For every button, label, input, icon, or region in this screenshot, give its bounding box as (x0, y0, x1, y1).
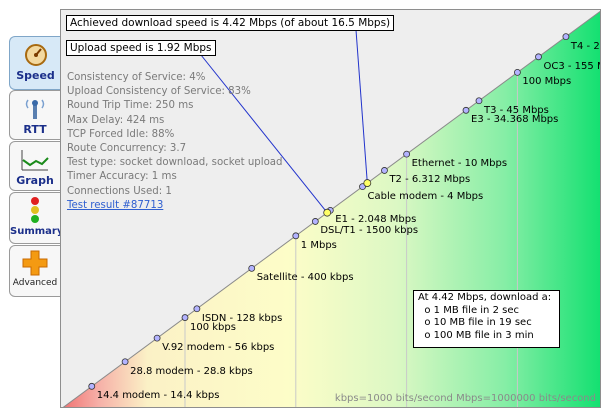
speed-chart-panel: Consistency of Service: 4% Upload Consist… (60, 9, 601, 408)
stat-line: Upload Consistency of Service: 83% (67, 86, 251, 98)
gauge-icon (24, 44, 47, 66)
traffic-light-icon (31, 197, 39, 223)
speed-marker (153, 334, 161, 342)
speed-label: 1 Mbps (300, 239, 337, 251)
download-time-item: o 100 MB file in 3 min (418, 329, 534, 341)
speed-marker (381, 167, 388, 174)
speed-label: 14.4 modem - 14.4 kbps (96, 390, 220, 402)
speed-label: DSL/T1 - 1500 kbps (320, 225, 419, 237)
stat-line: TCP Forced Idle: 88% (67, 128, 175, 140)
tab-bar: Speed RTT Graph Summary Advanced (0, 0, 64, 411)
stat-line: Route Concurrency: 3.7 (67, 143, 187, 154)
speed-label: 28.8 modem - 28.8 kbps (130, 365, 253, 377)
download-time-box: At 4.42 Mbps, download a: o 1 MB file in… (413, 290, 560, 348)
speed-marker (193, 305, 201, 313)
measured-speed-marker (323, 208, 332, 217)
tab-speed[interactable]: Speed (9, 36, 61, 90)
speed-markers (88, 33, 570, 390)
plus-icon (22, 250, 48, 276)
speed-label: Satellite - 400 kbps (256, 272, 354, 284)
speed-marker (535, 53, 542, 61)
speed-label: 100 kbps (190, 321, 236, 333)
download-callout: Achieved download speed is 4.42 Mbps (of… (66, 15, 395, 31)
antenna-icon (25, 99, 45, 119)
stat-line: Timer Accuracy: 1 ms (67, 171, 177, 183)
test-result-link[interactable]: Test result #87713 (67, 200, 164, 211)
units-footer: kbps=1000 bits/second Mbps=1000000 bits/… (334, 393, 596, 404)
stat-line: Consistency of Service: 4% (67, 72, 206, 83)
speed-marker (403, 150, 411, 158)
speed-label: E3 - 34.368 Mbps (471, 114, 559, 126)
callout-line (355, 29, 368, 184)
download-time-title: At 4.42 Mbps, download a: (418, 292, 552, 303)
stat-line: Connections Used: 1 (67, 185, 172, 197)
download-time-item: o 10 MB file in 19 sec (418, 317, 532, 328)
speed-marker (181, 314, 189, 321)
tab-rtt[interactable]: RTT (9, 90, 61, 140)
upload-callout: Upload speed is 1.92 Mbps (66, 40, 216, 56)
tab-graph-label: Graph (16, 174, 54, 187)
tab-rtt-label: RTT (23, 123, 47, 136)
tab-advanced-label: Advanced (12, 278, 58, 288)
speed-marker (514, 68, 521, 76)
speed-marker (292, 232, 300, 240)
speed-label: V.92 modem - 56 kbps (162, 342, 275, 354)
callout-line (200, 54, 328, 213)
stat-line: Max Delay: 424 ms (67, 114, 165, 126)
speed-label: Ethernet - 10 Mbps (411, 158, 508, 170)
speed-marker (121, 358, 129, 366)
line-graph-icon (21, 150, 49, 171)
measured-speed-marker (363, 179, 372, 187)
tab-summary-label: Summary (10, 226, 64, 237)
speed-label: T2 - 6.312 Mbps (389, 174, 471, 186)
speed-marker (562, 33, 570, 41)
speed-marker (462, 106, 470, 114)
speed-label: T4 - 274 Mbps (570, 40, 600, 52)
speed-label: E1 - 2.048 Mbps (335, 214, 417, 226)
tab-speed-label: Speed (16, 69, 55, 82)
speed-marker (88, 382, 96, 390)
stat-line: Test type: socket download, socket uploa… (67, 157, 283, 169)
speed-marker (475, 97, 483, 105)
speed-marker (311, 218, 319, 225)
download-time-item: o 1 MB file in 2 sec (418, 304, 519, 316)
stat-line: Round Trip Time: 250 ms (67, 100, 194, 112)
speed-label: OC3 - 155 Mbps (543, 60, 601, 72)
speed-label: ISDN - 128 kbps (201, 312, 283, 324)
speed-label: Cable modem - 4 Mbps (367, 190, 484, 202)
tab-advanced[interactable]: Advanced (9, 245, 61, 297)
tab-summary[interactable]: Summary (9, 192, 64, 244)
grid-lines (184, 72, 518, 407)
speed-label: T3 - 45 Mbps (483, 104, 549, 116)
tab-graph[interactable]: Graph (9, 141, 61, 191)
callout-connectors (200, 29, 368, 213)
speed-marker (248, 264, 256, 272)
speed-label: 100 Mbps (522, 76, 572, 88)
